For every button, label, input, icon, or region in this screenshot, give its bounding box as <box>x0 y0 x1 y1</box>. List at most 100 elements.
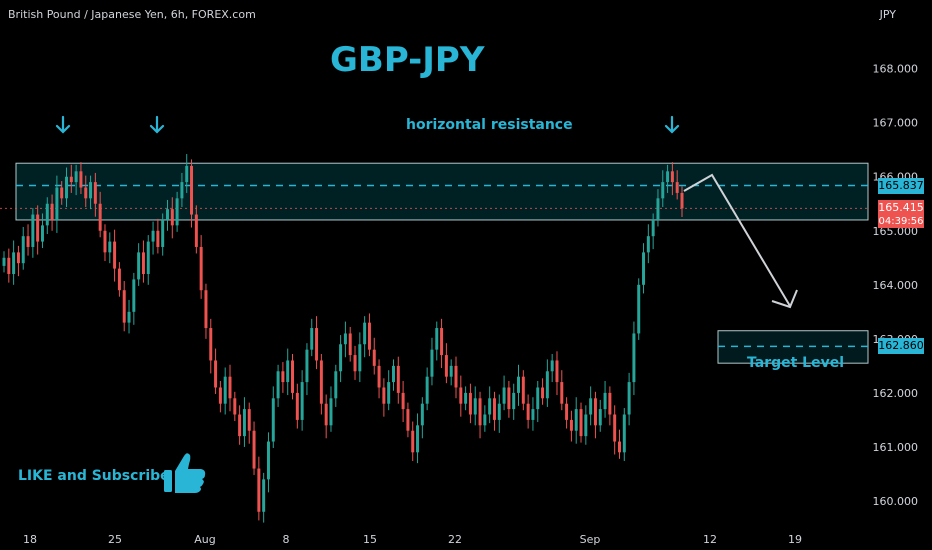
thumb-cuff <box>164 470 172 492</box>
target-level-label: Target Level <box>747 355 845 371</box>
candle-body <box>175 198 179 226</box>
like-subscribe-label[interactable]: LIKE and Subscribe <box>18 468 170 484</box>
candles-layer <box>2 154 684 523</box>
candle-body <box>473 398 477 415</box>
candle-body <box>574 409 578 431</box>
candle-body <box>603 392 607 410</box>
candle-body <box>348 333 352 356</box>
candle-body <box>560 382 564 404</box>
candle-body <box>569 419 573 431</box>
candle-body <box>113 241 117 269</box>
candle-body <box>218 387 222 404</box>
candle-body <box>396 365 400 393</box>
candle-body <box>661 182 665 199</box>
candle-body <box>411 430 415 453</box>
resistance-zone <box>15 162 869 221</box>
candle-body <box>613 414 617 442</box>
candle-body <box>444 355 448 377</box>
candle-body <box>666 171 670 183</box>
y-tick-label: 164.000 <box>873 279 919 292</box>
candle-body <box>464 392 468 404</box>
candle-body <box>291 360 295 393</box>
candle-body <box>257 468 261 512</box>
x-tick-label: 18 <box>23 533 37 546</box>
candle-body <box>194 214 198 247</box>
x-tick-label: 25 <box>108 533 122 546</box>
candle-body <box>36 214 40 242</box>
candle-body <box>584 414 588 437</box>
candle-body <box>242 409 246 437</box>
candle-body <box>526 403 530 420</box>
x-tick-label: Sep <box>580 533 601 546</box>
candle-body <box>190 165 194 215</box>
candle-body <box>593 398 597 426</box>
candle-body <box>401 392 405 410</box>
y-tick-label: 160.000 <box>873 495 919 508</box>
candle-body <box>305 349 309 383</box>
y-tick-label: 167.000 <box>873 117 919 130</box>
candle-body <box>199 246 203 291</box>
candle-body <box>680 192 684 209</box>
candle-body <box>93 182 97 204</box>
y-tick-label: 168.000 <box>873 63 919 76</box>
projection-arrowhead <box>771 289 798 309</box>
candle-body <box>228 376 232 399</box>
candle-body <box>252 430 256 469</box>
candle-body <box>391 365 395 383</box>
candle-body <box>425 376 429 404</box>
candle-body <box>377 365 381 388</box>
candle-body <box>156 230 160 247</box>
candle-body <box>84 187 88 199</box>
candle-body <box>675 182 679 193</box>
candle-body <box>579 409 583 437</box>
candle-body <box>286 360 290 383</box>
candle-body <box>204 290 208 329</box>
chart-title: GBP-JPY <box>330 40 485 80</box>
candle-body <box>382 387 386 404</box>
thumb-hand <box>175 453 206 493</box>
candle-body <box>74 171 78 183</box>
candle-body <box>387 382 391 404</box>
candle-body <box>334 371 338 399</box>
current-price-tag: 165.415 <box>878 200 924 217</box>
candle-body <box>531 409 535 420</box>
candle-body <box>617 441 621 453</box>
candle-body <box>488 398 492 415</box>
x-tick-label: 19 <box>788 533 802 546</box>
candle-body <box>363 322 367 345</box>
candle-body <box>632 333 636 383</box>
candle-body <box>247 409 251 431</box>
candle-body <box>40 225 44 242</box>
candle-body <box>31 214 35 247</box>
candle-body <box>170 209 174 226</box>
candle-body <box>353 355 357 372</box>
target-zone <box>717 330 869 364</box>
projection-path <box>683 173 791 307</box>
candle-body <box>598 409 602 426</box>
zone-layer <box>0 162 869 364</box>
candle-body <box>646 236 650 253</box>
x-tick-label: 12 <box>703 533 717 546</box>
candle-body <box>281 371 285 383</box>
down-arrow-icon <box>55 115 71 134</box>
candle-body <box>512 392 516 410</box>
y-tick-label: 162.000 <box>873 387 919 400</box>
candle-body <box>21 236 25 264</box>
candle-body <box>262 479 266 512</box>
candle-body <box>50 203 54 220</box>
candle-body <box>440 328 444 356</box>
candle-body <box>209 328 213 361</box>
resistance-label: horizontal resistance <box>406 117 573 133</box>
candle-body <box>339 344 343 372</box>
candle-body <box>12 252 16 274</box>
candle-body <box>406 409 410 431</box>
candle-body <box>637 284 641 334</box>
candle-body <box>233 398 237 415</box>
candle-body <box>536 387 540 410</box>
candle-body <box>7 257 11 274</box>
candle-body <box>122 290 126 323</box>
candle-body <box>137 252 141 280</box>
candle-body <box>146 241 150 274</box>
candle-body <box>521 376 525 404</box>
candle-body <box>89 182 93 199</box>
